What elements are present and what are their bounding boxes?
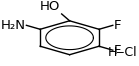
Text: F: F [114, 44, 121, 57]
Text: H‒Cl: H‒Cl [108, 46, 138, 59]
Text: F: F [114, 19, 121, 32]
Text: HO: HO [40, 0, 60, 13]
Text: H₂N: H₂N [0, 19, 25, 32]
